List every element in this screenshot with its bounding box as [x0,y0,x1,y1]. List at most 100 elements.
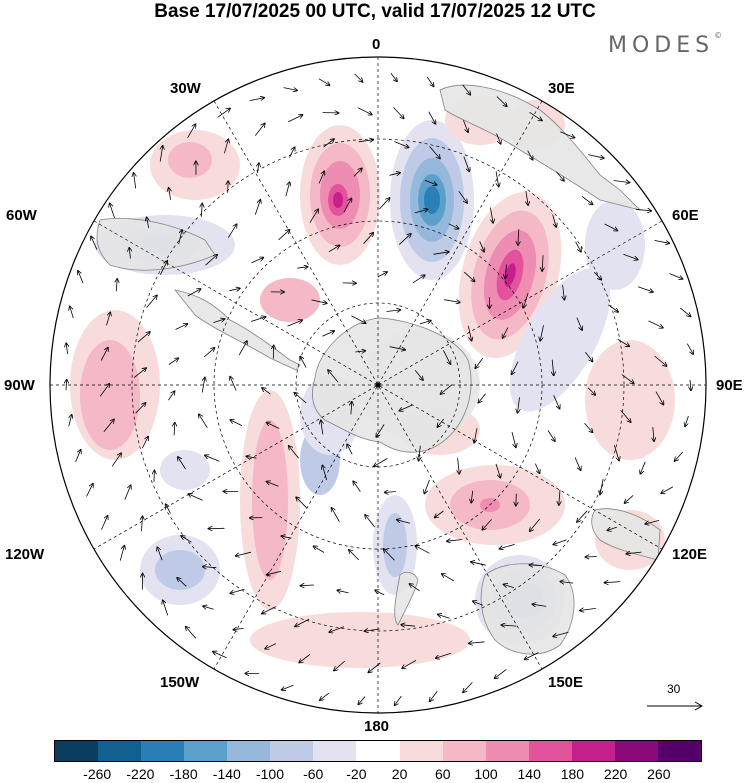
wind-vector [323,139,335,148]
colorbar-bin-8 [399,741,443,761]
wind-vector [278,230,290,241]
colorbar-tick-label: -20 [346,766,367,782]
wind-vector [623,253,637,259]
wind-vector [463,120,468,132]
wind-vector [478,393,486,403]
wind-vector [527,150,533,160]
colorbar-tick-label: -60 [303,766,324,782]
colorbar-tick-label: 220 [603,766,628,782]
wind-vector [398,234,411,245]
wind-vector [524,292,529,307]
wind-vector [607,526,618,530]
wind-vector [604,223,618,231]
wind-vector [294,393,307,404]
wind-vector [433,252,449,255]
wind-vector [496,171,499,187]
brand-logo: MODES© [608,31,722,58]
wind-vector [287,320,303,327]
wind-vector [424,179,437,185]
wind-vector [147,217,149,228]
polar-anomaly-map [49,56,707,714]
wind-vector [365,515,375,528]
wind-vector [621,374,634,384]
colorbar-bin-13 [614,741,658,761]
wind-vector [178,230,182,245]
wind-vector [213,319,224,323]
wind-vector [594,271,601,280]
wind-vector [437,418,445,427]
wind-vector [559,489,560,505]
wind-vector [363,233,374,244]
wind-vector [137,332,150,343]
wind-vector [525,652,539,660]
wind-vector [75,450,81,463]
wind-vector [503,327,509,338]
wind-vector [246,456,257,458]
wind-vector [499,544,515,548]
wind-vector [469,642,485,644]
wind-vector [575,241,581,252]
wind-vector [397,520,411,524]
wind-vector [289,147,294,158]
wind-vector [187,289,201,297]
wind-vector [600,479,604,494]
wind-vector [518,229,519,245]
wind-vector [129,248,130,259]
colorbar-bin-0 [55,741,99,761]
wind-vector [379,198,389,210]
wind-vector [187,124,196,139]
wind-vector [401,625,416,627]
colorbar-bin-12 [571,741,615,761]
wind-vector [203,567,217,568]
wind-vector [442,574,455,582]
wind-vector [124,485,131,500]
wind-vector [605,582,621,583]
wind-vector [281,536,292,538]
map-boundary [49,56,707,714]
wind-vector [444,299,460,303]
wind-vector [553,631,569,636]
wind-vector [251,258,263,264]
wind-vector [516,493,517,506]
wind-vector [526,190,528,205]
wind-vector [334,660,346,671]
wind-vector [66,343,67,354]
wind-vector [576,317,582,331]
wind-vector [300,357,307,368]
wind-vector [654,355,667,366]
wind-vector [563,284,565,300]
lon-label-120e: 120E [672,546,708,563]
wind-vector [337,590,349,593]
wind-vector [581,196,592,204]
wind-vector [535,463,539,474]
wind-vector [353,168,362,177]
colorbar-tick-label: -220 [126,766,155,782]
wind-vector [329,626,345,633]
wind-vector [353,481,361,492]
wind-vector [175,324,188,330]
wind-vector [201,378,205,393]
wind-vector [512,361,519,375]
wind-vector [474,428,478,443]
wind-vector [529,111,542,120]
wind-vector [511,432,516,447]
wind-vector [471,562,486,566]
wind-vector [328,370,339,383]
wind-vector [532,604,547,606]
colorbar-tick-label: 20 [391,766,408,782]
wind-vector [368,662,381,673]
wind-vector [300,585,314,586]
wind-vector [390,73,397,81]
lon-label-30e: 30E [548,80,575,97]
map-title: Base 17/07/2025 00 UTC, valid 17/07/2025… [154,1,596,22]
wind-vector [577,510,588,522]
wind-vector [358,140,374,142]
wind-vector [441,384,453,394]
wind-vector [553,395,560,408]
wind-vector [91,236,98,250]
wind-vector [213,652,227,659]
wind-vector [201,204,202,217]
wind-vector [254,200,260,215]
wind-vector [343,198,352,213]
wind-vector [585,557,597,558]
